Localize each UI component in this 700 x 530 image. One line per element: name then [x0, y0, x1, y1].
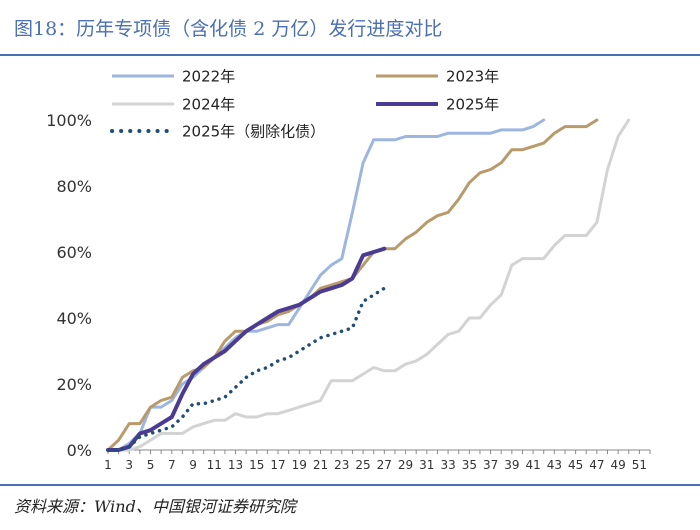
x-tick-label: 25 [355, 458, 370, 472]
legend: 2022年 2023年 2024年 2025年 2025年（剔除化债） [110, 68, 499, 141]
y-tick-label: 80% [56, 177, 92, 196]
x-tick-labels: 1 3 5 7 9 11 13 15 17 19 21 23 25 27 29 31 33 35 37 39 41 43 4… [104, 458, 647, 472]
legend-label-1: 2023年 [446, 68, 499, 86]
source-note: 资料来源：Wind、中国银河证券研究院 [14, 497, 296, 516]
y-axis: 0% 20% 40% 60% 80% 100% [46, 111, 92, 460]
x-tick-label: 33 [440, 458, 455, 472]
x-tick-label: 43 [547, 458, 562, 472]
x-tick-label: 17 [270, 458, 285, 472]
y-tick-label: 100% [46, 111, 92, 130]
x-tick-label: 21 [313, 458, 328, 472]
title-underline [0, 54, 700, 56]
x-tick-label: 1 [104, 458, 112, 472]
series-lines [106, 118, 631, 452]
x-tick-label: 11 [207, 458, 222, 472]
x-tick-label: 51 [632, 458, 647, 472]
x-tick-label: 41 [525, 458, 540, 472]
x-tick-label: 19 [292, 458, 307, 472]
line-chart: 0%20%40%60%80%100% 1 3 5 7 9 11 13 15 17 19 21 23 25… [46, 68, 651, 472]
x-tick-label: 15 [249, 458, 264, 472]
series-line-2 [106, 118, 631, 452]
legend-label-4: 2025年（剔除化债） [182, 123, 325, 141]
series-line-3 [106, 246, 387, 452]
footer-rule [0, 484, 700, 486]
series-line-0 [106, 118, 546, 452]
x-tick-label: 5 [147, 458, 155, 472]
legend-label-2: 2024年 [182, 96, 235, 114]
x-tick-label: 23 [334, 458, 349, 472]
series-line-4 [106, 286, 387, 452]
x-tick-label: 27 [377, 458, 392, 472]
x-tick-label: 35 [462, 458, 477, 472]
x-tick-label: 37 [483, 458, 498, 472]
y-tick-label: 40% [56, 309, 92, 328]
x-tick-label: 39 [504, 458, 519, 472]
x-tick-label: 45 [568, 458, 583, 472]
x-tick-label: 29 [398, 458, 413, 472]
x-tick-label: 47 [589, 458, 604, 472]
x-axis [107, 449, 651, 454]
x-tick-label: 13 [228, 458, 243, 472]
x-tick-label: 49 [610, 458, 625, 472]
x-tick-label: 9 [189, 458, 197, 472]
legend-label-0: 2022年 [182, 68, 235, 86]
y-tick-label: 20% [56, 375, 92, 394]
y-tick-label: 0% [67, 441, 92, 460]
y-tick-label: 60% [56, 243, 92, 262]
chart-title: 图18：历年专项债（含化债 2 万亿）发行进度对比 [14, 18, 443, 40]
x-tick-label: 3 [125, 458, 133, 472]
x-tick-label: 31 [419, 458, 434, 472]
x-tick-label: 7 [168, 458, 176, 472]
legend-label-3: 2025年 [446, 96, 499, 114]
